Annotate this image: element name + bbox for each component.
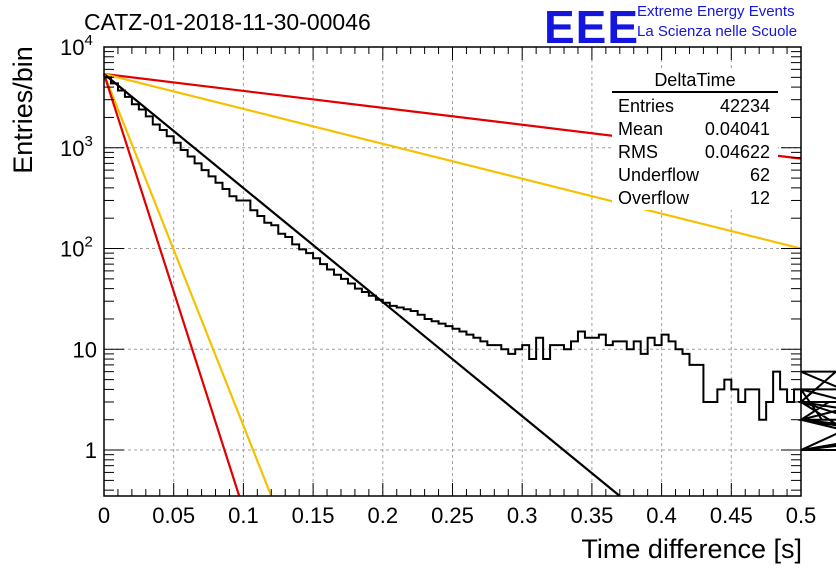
x-tick-label: 0.45 [710,503,753,528]
stats-row-rms: RMS 0.04622 [612,141,778,164]
run-title: CATZ-01-2018-11-30-00046 [84,9,371,35]
x-tick-label: 0.25 [431,503,474,528]
exponential-line [103,72,802,250]
x-tick-labels: 0 0.05 0.1 0.15 0.2 0.25 0.3 0.35 0.4 0.45 0.5 [98,503,816,528]
x-tick-label: 0.2 [368,503,399,528]
x-tick-label: 0.05 [152,503,195,528]
stats-label: Underflow [618,165,700,185]
y-tick-label-exp: 103 [60,133,93,161]
y-tick-label: 10 [73,337,97,362]
stats-title: DeltaTime [612,70,778,93]
logo-line-1: Extreme Energy Events [637,3,795,20]
x-tick-label: 0.15 [292,503,335,528]
y-tick-label-exp: 104 [60,32,93,60]
x-tick-label: 0 [98,503,110,528]
stats-label: Overflow [618,188,690,208]
y-tick-label: 1 [85,438,97,463]
exponential-line [102,73,273,497]
y-tick-labels: 1 10 102 103 104 [60,32,97,463]
axis-ticks [103,46,802,496]
stats-row-underflow: Underflow 62 [612,164,778,187]
stats-value: 62 [749,165,770,185]
x-tick-label: 0.4 [646,503,677,528]
x-tick-label: 0.35 [570,503,613,528]
stats-label: RMS [618,142,658,162]
x-tick-label: 0.1 [228,503,259,528]
x-tick-label: 0.5 [786,503,817,528]
exponential-line [103,73,621,497]
stats-label: Entries [618,96,675,116]
x-tick-label: 0.3 [507,503,538,528]
y-tick-label-exp: 102 [60,234,93,262]
stats-label: Mean [618,119,664,139]
eee-logo: EEE [544,1,640,53]
stats-row-overflow: Overflow 12 [612,187,778,210]
stats-row-mean: Mean 0.04041 [612,118,778,141]
stats-value: 0.04622 [704,142,770,162]
delta-time-histogram [104,76,836,452]
stats-value: 42234 [719,96,770,116]
grid-lines [104,47,801,496]
stats-box: DeltaTime Entries 42234 Mean 0.04041 RMS… [612,70,778,210]
y-axis-label: Entries/bin [8,46,38,174]
logo-line-2: La Scienza nelle Scuole [637,23,798,40]
stats-row-entries: Entries 42234 [612,95,778,118]
exponential-line [102,73,241,497]
x-axis-label: Time difference [s] [581,534,802,564]
stats-value: 0.04041 [704,119,770,139]
stats-value: 12 [749,188,770,208]
